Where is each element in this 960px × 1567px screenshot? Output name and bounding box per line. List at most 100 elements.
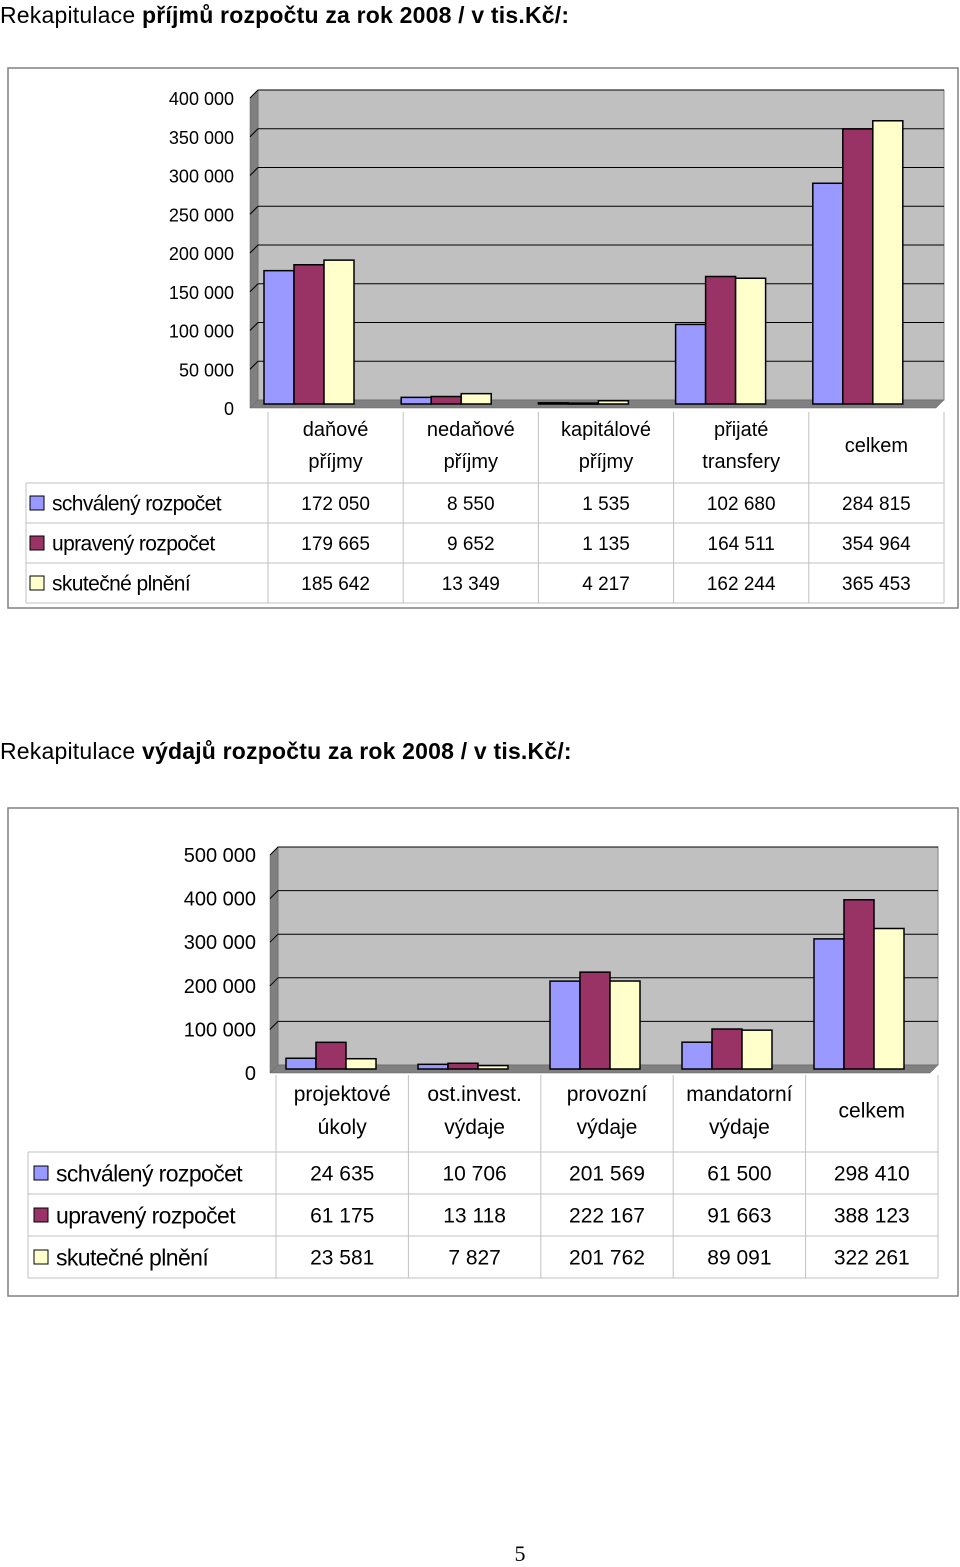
expense-bar-chart: 0 100 000 200 000 300 000 400 000 500 000 proj… <box>7 807 959 1297</box>
income-series-name: schválený rozpočet <box>52 493 222 516</box>
income-category-label: daňové <box>303 419 369 441</box>
expense-data-label: 222 167 <box>569 1205 645 1228</box>
expense-data-label: 201 762 <box>569 1247 645 1270</box>
expense-data-label: 24 635 <box>310 1163 374 1186</box>
expense-category-label: mandatorní <box>686 1083 792 1106</box>
expense-y-tick-label: 100 000 <box>184 1019 256 1041</box>
income-data-label: 8 550 <box>447 494 495 515</box>
income-series-name: upravený rozpočet <box>52 533 215 556</box>
expense-series-name: upravený rozpočet <box>56 1202 236 1228</box>
income-data-label: 164 511 <box>708 534 775 555</box>
expense-data-label: 201 569 <box>569 1163 645 1186</box>
expense-y-tick-label: 400 000 <box>184 889 256 911</box>
expense-category-label: výdaje <box>709 1116 770 1139</box>
income-bar-skutecne <box>872 120 904 405</box>
income-bar-skutecne <box>597 399 630 405</box>
expense-bar-schvaleny <box>285 1057 317 1070</box>
income-data-label: 185 642 <box>301 574 370 595</box>
income-bar-skutecne <box>460 392 492 405</box>
expense-data-label: 89 091 <box>707 1247 771 1270</box>
expense-data-label: 388 123 <box>834 1205 910 1228</box>
income-data-label: 4 217 <box>582 574 630 595</box>
expense-category-label: výdaje <box>444 1116 505 1139</box>
income-y-tick-label: 250 000 <box>169 205 234 225</box>
income-data-label: 172 050 <box>301 494 370 515</box>
income-bar-upraveny <box>704 275 737 405</box>
income-data-label: 354 964 <box>842 534 911 555</box>
expense-gridline-side <box>269 977 279 987</box>
expense-category-label: celkem <box>839 1100 906 1123</box>
expense-bar-schvaleny <box>813 938 845 1070</box>
expense-category-label: ost.invest. <box>427 1083 522 1106</box>
expense-legend-key-upraveny <box>33 1207 49 1223</box>
income-y-tick-label: 100 000 <box>169 322 234 342</box>
expense-bar-upraveny <box>579 971 611 1070</box>
income-series-name: skutečné plnění <box>52 573 191 596</box>
expense-gridline-side <box>269 846 279 856</box>
income-data-label: 9 652 <box>447 534 495 555</box>
income-bar-upraveny <box>842 128 874 405</box>
income-bar-upraveny <box>293 264 325 405</box>
income-gridline-side <box>249 89 259 99</box>
income-bar-skutecne <box>323 259 355 405</box>
income-bar-schvaleny <box>674 323 707 405</box>
expense-category-label: úkoly <box>318 1116 368 1139</box>
expense-category-label: výdaje <box>577 1116 638 1139</box>
income-data-label: 179 665 <box>301 534 370 555</box>
expense-bar-schvaleny <box>681 1041 713 1070</box>
expense-data-label: 322 261 <box>834 1247 910 1270</box>
expense-bar-upraveny <box>315 1041 347 1070</box>
income-legend-key-schvaleny <box>29 495 45 511</box>
expense-data-label: 23 581 <box>310 1247 374 1270</box>
expense-data-label: 91 663 <box>707 1205 771 1228</box>
expense-gridline-side <box>269 890 279 899</box>
income-data-label: 284 815 <box>842 494 911 515</box>
income-y-tick-label: 200 000 <box>169 244 234 264</box>
income-bar-schvaleny <box>400 396 432 405</box>
income-bar-schvaleny <box>812 182 844 405</box>
income-data-label: 162 244 <box>707 574 776 595</box>
expense-category-label: projektové <box>294 1083 391 1106</box>
income-category-label: celkem <box>845 435 908 457</box>
income-y-tick-label: 400 000 <box>169 89 234 109</box>
income-gridline-side <box>249 128 259 138</box>
income-y-tick-label: 150 000 <box>169 283 234 303</box>
expense-y-tick-label: 0 <box>245 1063 256 1085</box>
expense-legend-key-skutecne <box>33 1249 49 1265</box>
income-bar-chart: 0 50 000 100 000 150 000 200 000 250 000 300 0… <box>7 67 959 609</box>
income-data-label: 13 349 <box>442 574 500 595</box>
expense-category-label: provozní <box>567 1083 648 1106</box>
income-y-tick-label: 300 000 <box>169 167 234 187</box>
expense-data-label: 10 706 <box>442 1163 506 1186</box>
expense-bar-upraveny <box>843 899 875 1070</box>
expense-data-label: 13 118 <box>443 1205 506 1228</box>
income-gridline-side <box>249 360 259 370</box>
income-y-tick-label: 350 000 <box>169 128 234 148</box>
income-category-label: přijaté <box>714 419 768 441</box>
expense-bar-schvaleny <box>417 1063 449 1070</box>
income-category-label: příjmy <box>308 451 362 473</box>
income-legend-key-skutecne <box>29 575 45 591</box>
expense-bar-upraveny <box>447 1062 479 1070</box>
expense-gridline-side <box>269 933 279 943</box>
income-category-label: příjmy <box>579 451 633 473</box>
expense-y-tick-label: 500 000 <box>184 845 256 867</box>
expense-series-name: skutečné plnění <box>56 1244 209 1270</box>
expense-data-label: 298 410 <box>834 1163 910 1186</box>
income-gridline-side <box>249 283 259 293</box>
income-gridline-side <box>249 167 259 176</box>
income-bar-upraveny <box>430 395 462 405</box>
income-bar-upraveny <box>567 402 600 405</box>
income-bar-schvaleny <box>537 402 570 405</box>
expense-data-label: 7 827 <box>448 1247 501 1270</box>
income-data-label: 365 453 <box>842 574 911 595</box>
income-bar-schvaleny <box>263 269 295 405</box>
income-y-tick-label: 0 <box>224 399 234 419</box>
expense-chart-title: Rekapitulace výdajů rozpočtu za rok 2008… <box>0 738 572 764</box>
expense-bar-skutecne <box>609 980 641 1070</box>
expense-bar-skutecne <box>873 927 905 1070</box>
income-category-label: příjmy <box>444 451 498 473</box>
expense-data-label: 61 175 <box>310 1205 374 1228</box>
expense-bar-skutecne <box>477 1064 509 1070</box>
expense-bar-skutecne <box>741 1029 773 1070</box>
